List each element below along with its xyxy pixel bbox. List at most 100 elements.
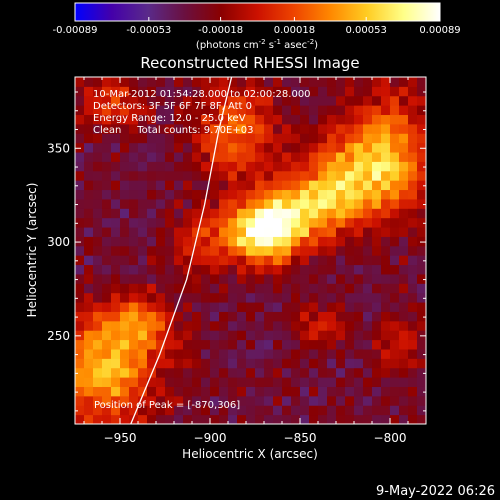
heatmap-cell (273, 283, 283, 294)
heatmap-cell (291, 395, 301, 406)
heatmap-cell (372, 105, 382, 116)
heatmap-cell (372, 395, 382, 406)
heatmap-cell (237, 170, 247, 181)
heatmap-cell (372, 152, 382, 162)
heatmap-cell (228, 86, 238, 97)
heatmap-cell (147, 180, 157, 191)
heatmap-cell (93, 133, 103, 144)
heatmap-cell (246, 358, 256, 369)
heatmap-cell (174, 330, 184, 341)
heatmap-cell (147, 95, 157, 106)
heatmap-cell (390, 189, 400, 200)
heatmap-cell (291, 367, 301, 378)
heatmap-cell (309, 152, 319, 162)
heatmap-cell (129, 198, 139, 209)
heatmap-cell (228, 358, 238, 369)
heatmap-cell (183, 86, 193, 97)
heatmap-cell (408, 142, 418, 153)
heatmap-cell (327, 86, 337, 97)
heatmap-cell (327, 180, 337, 191)
heatmap-cell (156, 105, 166, 116)
heatmap-cell (300, 339, 310, 350)
heatmap-cell (399, 77, 409, 87)
heatmap-cell (327, 302, 337, 312)
heatmap-cell (417, 189, 426, 200)
heatmap-cell (273, 133, 283, 144)
heatmap-cell (210, 86, 220, 97)
heatmap-cell (75, 133, 85, 144)
heatmap-cell (291, 227, 301, 237)
heatmap-cell (129, 405, 139, 416)
heatmap-cell (111, 255, 121, 266)
heatmap-cell (201, 255, 211, 266)
heatmap-cell (336, 320, 346, 331)
heatmap-cell (417, 123, 426, 134)
heatmap-cell (201, 339, 211, 350)
heatmap-cell (354, 395, 364, 406)
heatmap-cell (273, 320, 283, 331)
heatmap-cell (129, 386, 139, 397)
heatmap-cell (390, 180, 400, 191)
heatmap-cell (408, 311, 418, 322)
heatmap-cell (417, 114, 426, 125)
heatmap-cell (129, 414, 139, 424)
heatmap-cell (228, 77, 238, 87)
heatmap-cell (327, 283, 337, 294)
heatmap-cell (345, 339, 355, 350)
heatmap-cell (273, 227, 283, 237)
heatmap-cell (120, 245, 130, 256)
heatmap-cell (75, 367, 85, 378)
heatmap-cell (408, 414, 418, 424)
heatmap-cell (174, 377, 184, 387)
heatmap-cell (192, 283, 202, 294)
heatmap-cell (408, 114, 418, 125)
heatmap-cell (237, 95, 247, 106)
colorbar-unit-label: (photons cm-2 s-1 asec-2) (196, 38, 318, 51)
heatmap-cell (228, 264, 238, 275)
heatmap-cell (210, 405, 220, 416)
heatmap-cell (300, 367, 310, 378)
heatmap-cell (291, 170, 301, 181)
heatmap-cell (201, 236, 211, 247)
heatmap-cell (201, 358, 211, 369)
heatmap-cell (327, 77, 337, 87)
heatmap-cell (318, 395, 328, 406)
heatmap-cell (363, 320, 373, 331)
heatmap-cell (165, 198, 175, 209)
heatmap-cell (192, 161, 202, 172)
heatmap-cell (174, 123, 184, 134)
heatmap-cell (201, 227, 211, 237)
heatmap-cell (237, 358, 247, 369)
heatmap-cell (390, 114, 400, 125)
heatmap-cell (147, 227, 157, 237)
heatmap-cell (183, 236, 193, 247)
heatmap-cell (345, 414, 355, 424)
heatmap-cell (318, 367, 328, 378)
heatmap-cell (246, 180, 256, 191)
heatmap-cell (417, 320, 426, 331)
heatmap-cell (147, 208, 157, 219)
heatmap-cell (264, 227, 274, 237)
heatmap-cell (147, 311, 157, 322)
heatmap-cell (102, 152, 112, 162)
heatmap-cell (255, 367, 265, 378)
heatmap-cell (111, 320, 121, 331)
heatmap-cell (237, 255, 247, 266)
heatmap-cell (300, 123, 310, 134)
heatmap-cell (381, 348, 391, 359)
heatmap-cell (390, 367, 400, 378)
heatmap-cell (192, 395, 202, 406)
heatmap-cell (300, 208, 310, 219)
heatmap-cell (246, 283, 256, 294)
heatmap-cell (156, 395, 166, 406)
heatmap-cell (111, 105, 121, 116)
heatmap-cell (345, 170, 355, 181)
heatmap-cell (156, 330, 166, 341)
heatmap-cell (129, 367, 139, 378)
heatmap-cell (300, 161, 310, 172)
heatmap-cell (93, 95, 103, 106)
heatmap-cell (237, 386, 247, 397)
heatmap-cell (219, 217, 229, 228)
heatmap-cell (291, 77, 301, 87)
heatmap-cell (273, 95, 283, 106)
